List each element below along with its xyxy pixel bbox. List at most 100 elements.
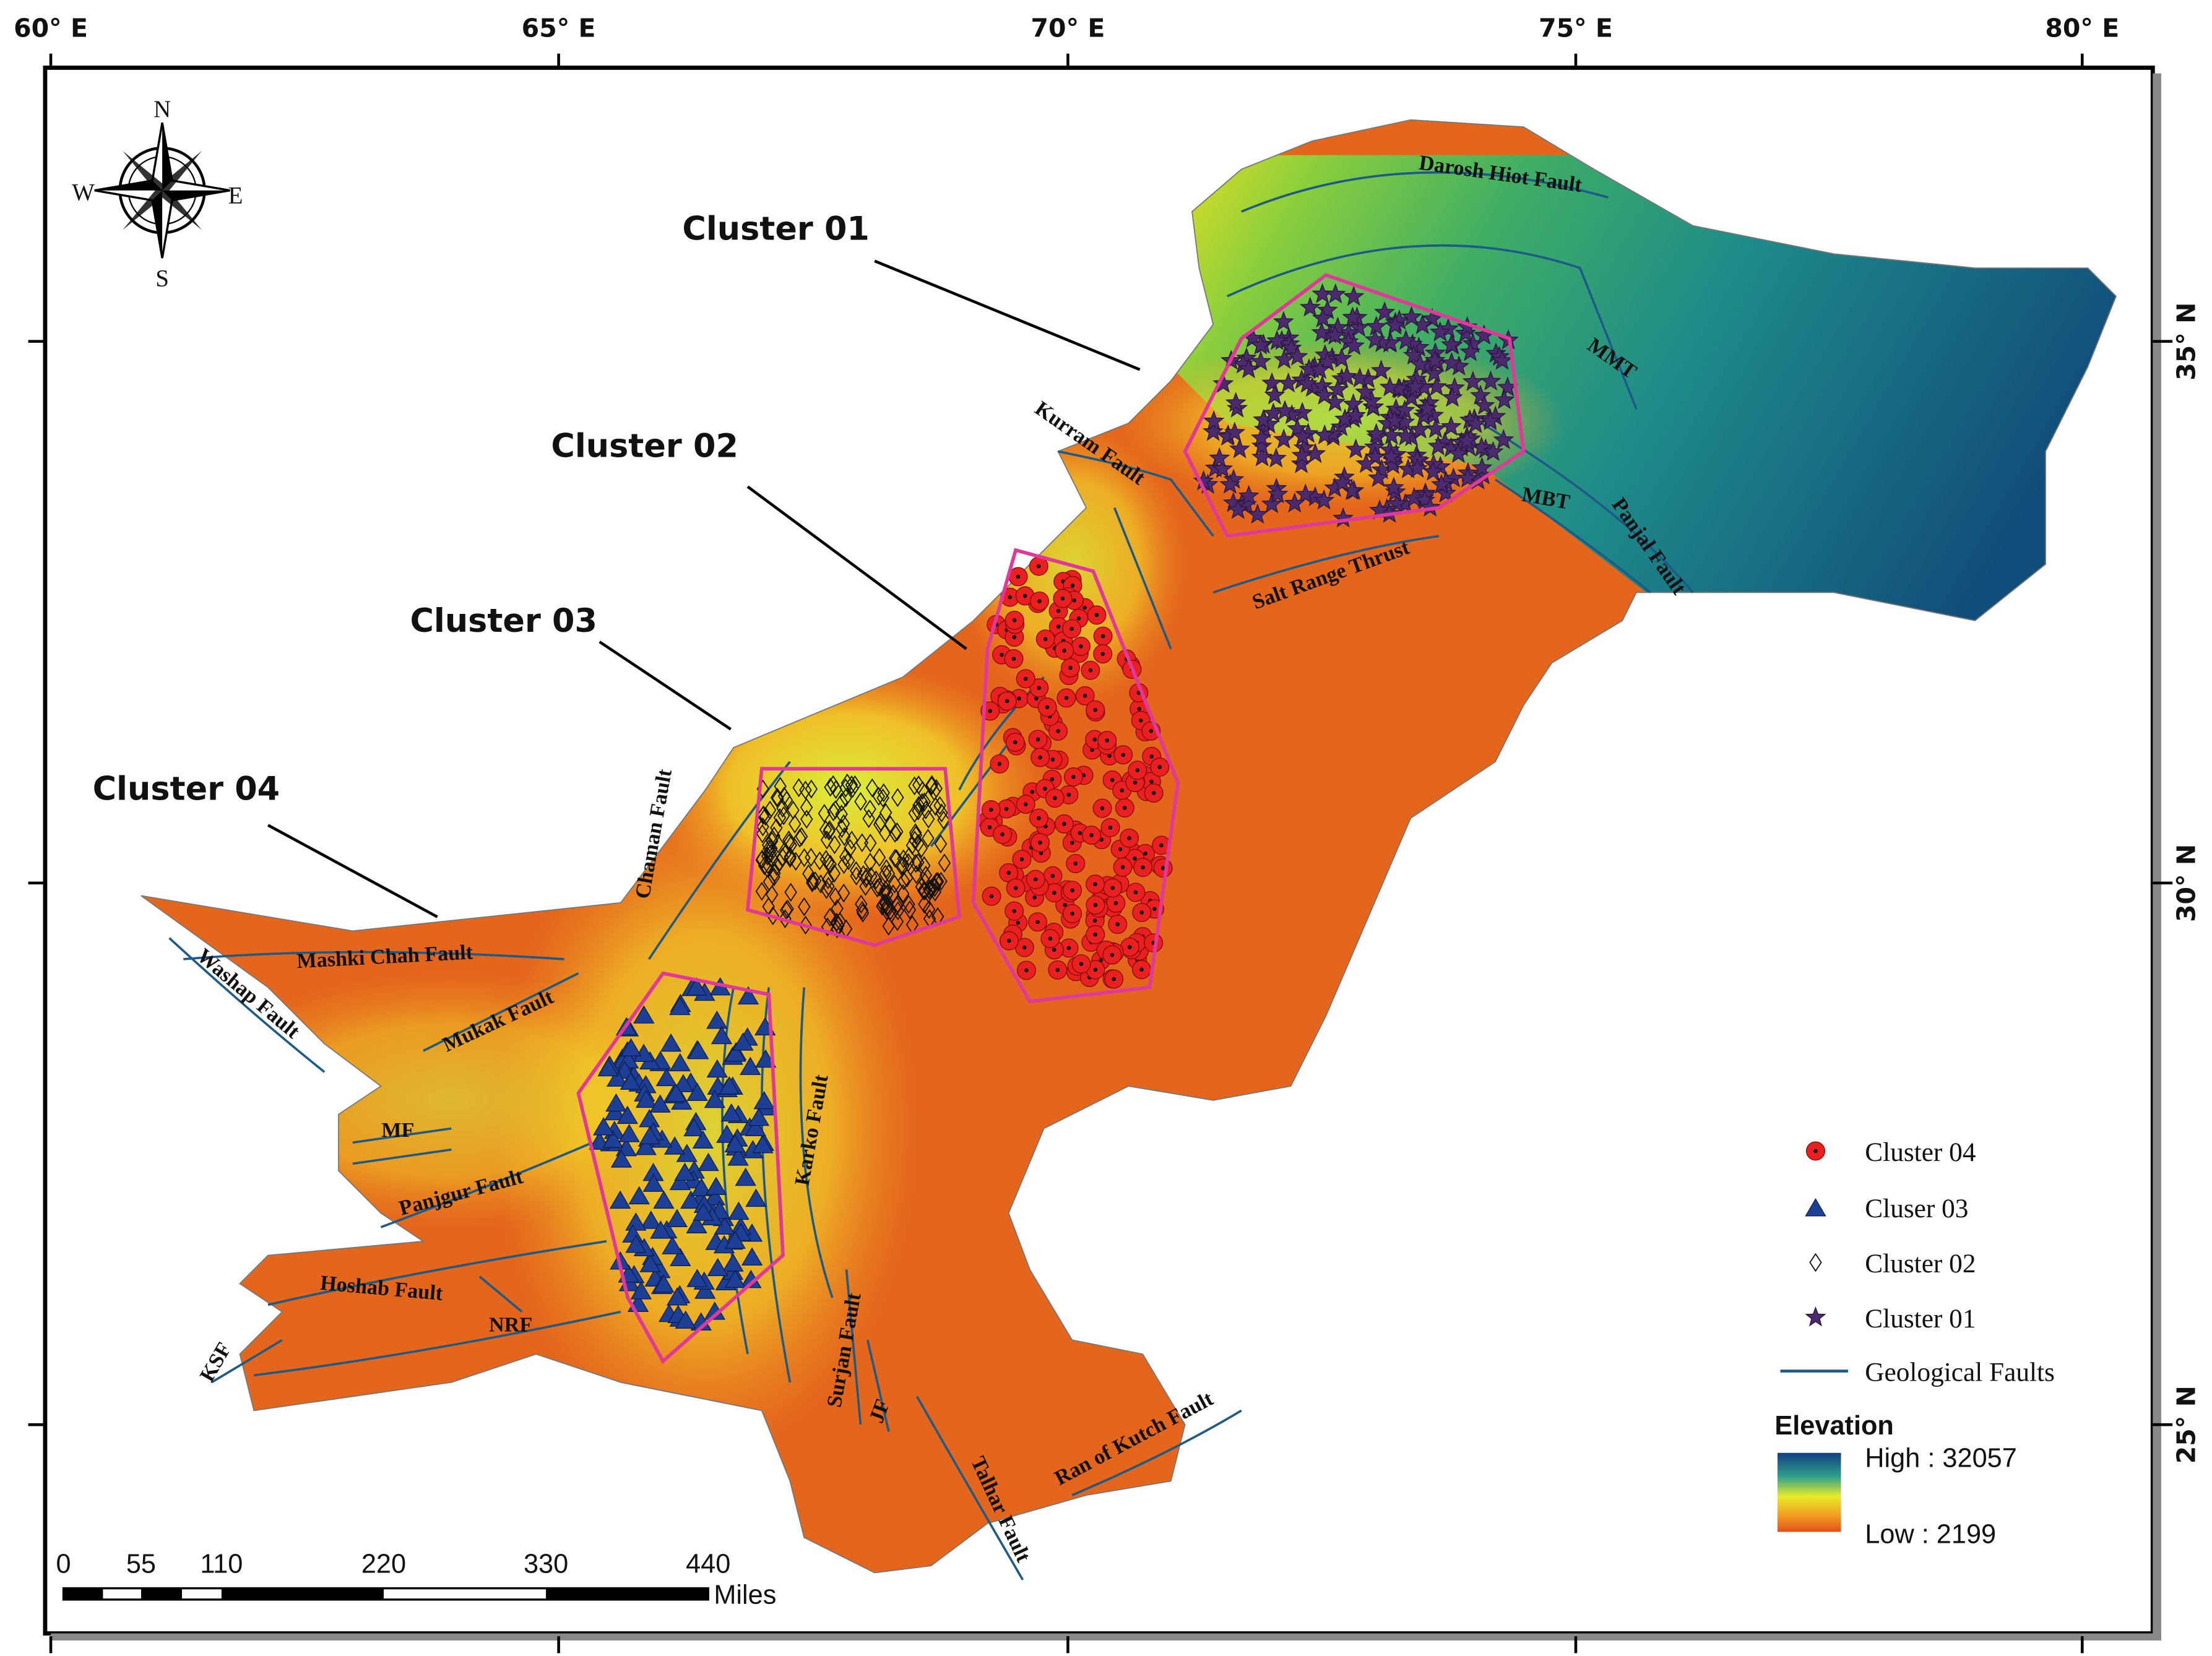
cluster-01-event xyxy=(1493,389,1515,410)
cluster-03-event xyxy=(753,1091,775,1110)
cluster-02-event xyxy=(934,834,948,854)
cluster-03-event xyxy=(649,1094,671,1113)
cluster-01-event xyxy=(1427,435,1449,456)
cluster-01-event xyxy=(1227,499,1249,519)
cluster-04-event-dot xyxy=(1013,740,1017,744)
cluster-04-event-dot xyxy=(1127,836,1131,840)
cluster-03-event xyxy=(707,1257,728,1277)
cluster-01-event xyxy=(1298,358,1320,379)
cluster-01-event xyxy=(1251,446,1273,467)
cluster-03-event xyxy=(666,1209,688,1227)
cluster-02-event xyxy=(802,864,815,884)
cluster-03-event xyxy=(728,1201,750,1220)
cluster-02-event xyxy=(930,778,943,798)
cluster-04-event-dot xyxy=(1063,903,1067,907)
cluster-04-event-dot xyxy=(1107,754,1112,758)
cluster-04-event-dot xyxy=(1079,644,1083,649)
cluster-04-event-dot xyxy=(1152,907,1157,912)
cluster-04-event-dot xyxy=(1149,779,1154,784)
cluster-03-event xyxy=(735,1167,756,1186)
cluster-04-event-dot xyxy=(1022,593,1027,598)
cluster-01-event xyxy=(1381,425,1402,445)
cluster-group xyxy=(589,977,777,1330)
cluster-02-event xyxy=(855,894,868,914)
cluster-02-event xyxy=(766,831,779,851)
cluster-02-event xyxy=(918,792,931,811)
cluster-04-event-dot xyxy=(1149,729,1153,733)
cluster-02-event xyxy=(863,852,877,872)
cluster-02-event xyxy=(860,867,873,887)
cluster-03-event xyxy=(741,1247,763,1266)
compass-letter: E xyxy=(228,182,243,209)
cluster-02-event xyxy=(902,895,915,914)
cluster-04-event-dot xyxy=(1043,787,1047,791)
cluster-02-event xyxy=(823,821,836,841)
cluster-04-event-dot xyxy=(1078,830,1082,835)
cluster-03-event xyxy=(605,1093,627,1112)
cluster-04-event-dot xyxy=(1072,598,1076,603)
cluster-02-event xyxy=(813,851,826,871)
cluster-02-event xyxy=(768,863,781,883)
cluster-03-event xyxy=(693,1202,714,1221)
cluster-02-event xyxy=(866,778,879,798)
cluster-02-event xyxy=(824,855,837,874)
cluster-03-event xyxy=(597,1058,619,1077)
cluster-02-event xyxy=(859,877,872,896)
cluster-02-event xyxy=(756,824,769,843)
cluster-02-event xyxy=(799,780,812,800)
cluster-04-event-dot xyxy=(1157,765,1162,769)
cluster-01-event xyxy=(1384,410,1406,431)
cluster-02-event xyxy=(910,865,923,884)
cluster-02-event xyxy=(902,847,915,866)
cluster-02-event xyxy=(922,809,935,829)
cluster-02-event xyxy=(829,780,842,800)
cluster-02-event xyxy=(903,900,917,920)
cluster-01-event xyxy=(1219,473,1241,494)
cluster-04-event-dot xyxy=(1093,967,1098,972)
cluster-01-event xyxy=(1284,492,1305,513)
cluster-02-event xyxy=(929,796,942,816)
cluster-01-event xyxy=(1379,376,1401,397)
cluster-01-event xyxy=(1441,334,1462,354)
cluster-01-event xyxy=(1342,393,1364,413)
cluster-01-event xyxy=(1332,472,1354,492)
cluster-02-event xyxy=(759,806,772,826)
cluster-01-event xyxy=(1457,467,1479,488)
cluster-03-event xyxy=(704,1089,726,1108)
cluster-02-event xyxy=(845,830,858,850)
cluster-03-event xyxy=(625,1235,647,1253)
cluster-01-event xyxy=(1327,316,1349,337)
cluster-03-event xyxy=(639,1126,661,1145)
cluster-01-event xyxy=(1395,329,1417,350)
cluster-01-event xyxy=(1224,421,1246,442)
cluster-02-event xyxy=(835,804,848,824)
cluster-04-event-dot xyxy=(1110,952,1115,957)
cluster-03-event xyxy=(706,1059,728,1078)
cluster-04-event-dot xyxy=(1069,626,1074,631)
cluster-03-event xyxy=(722,1253,744,1272)
scale-segment xyxy=(63,1588,103,1600)
cluster-01-event xyxy=(1429,321,1451,342)
fault-label: MF xyxy=(381,1119,414,1142)
cluster-04-event-dot xyxy=(1092,737,1097,742)
fault-label: NRF xyxy=(489,1314,532,1337)
cluster-01-event xyxy=(1424,362,1445,383)
cluster-group xyxy=(978,556,1173,989)
cluster-01-event xyxy=(1238,485,1259,506)
geological-faults xyxy=(168,171,1694,1581)
cluster-04-event-dot xyxy=(1100,652,1105,656)
cluster-01-event xyxy=(1313,489,1335,510)
cluster-01-event xyxy=(1383,477,1404,497)
cluster-02-event xyxy=(857,865,870,884)
cluster-02-event xyxy=(855,900,869,920)
cluster-03-event xyxy=(706,1011,728,1029)
cluster-01-event xyxy=(1456,429,1478,451)
cluster-02-event xyxy=(782,833,796,853)
cluster-01-event xyxy=(1419,496,1441,517)
cluster-04-event-dot xyxy=(1035,737,1040,742)
cluster-02-event xyxy=(870,870,883,890)
cluster-02-event xyxy=(781,899,794,919)
cluster-04-event-dot xyxy=(1050,874,1055,878)
cluster-02-event xyxy=(850,861,863,881)
cluster-03-event xyxy=(705,1176,727,1195)
